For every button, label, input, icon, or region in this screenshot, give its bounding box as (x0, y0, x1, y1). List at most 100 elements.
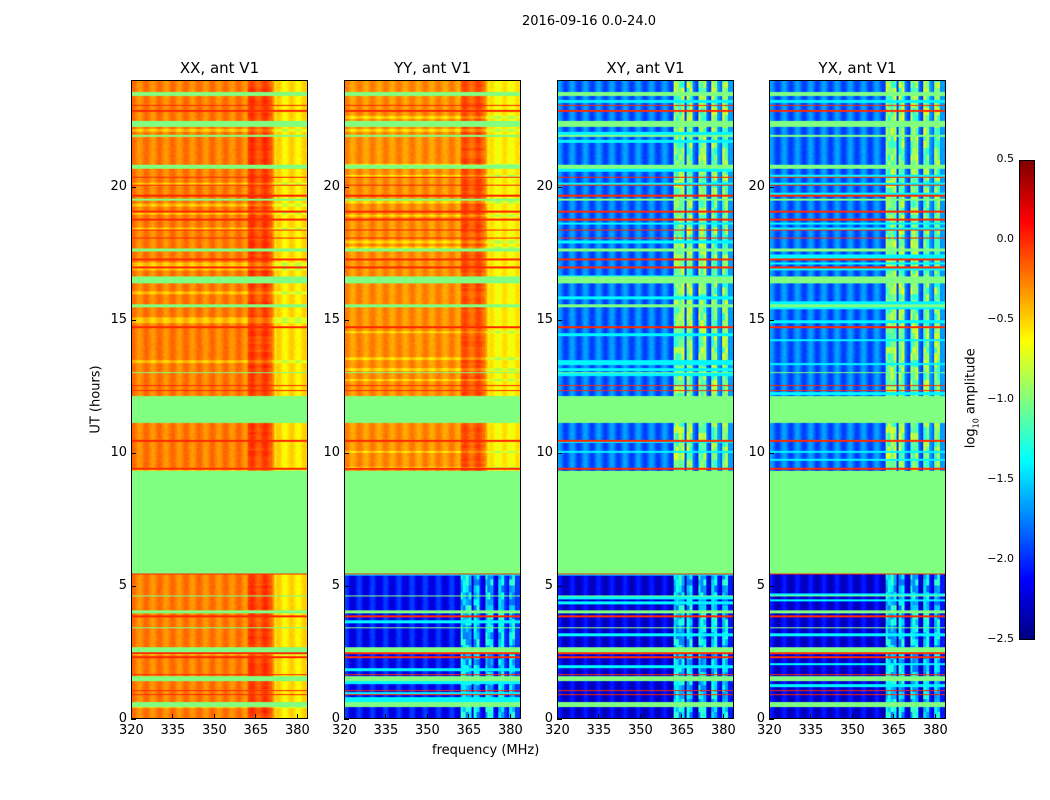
x-tick-mark (722, 714, 724, 719)
x-tick-mark (509, 714, 511, 719)
x-tick-mark (255, 714, 257, 719)
y-tick-mark (344, 186, 349, 188)
y-tick-label: 20 (323, 178, 340, 194)
colorbar-tick-label: −2.5 (987, 632, 1014, 645)
y-tick-mark (131, 585, 136, 587)
y-tick-mark (769, 186, 774, 188)
x-tick-label: 335 (798, 723, 824, 738)
x-tick-mark (639, 714, 641, 719)
x-tick-label: 365 (243, 723, 269, 738)
colorbar (1019, 160, 1035, 640)
y-tick-label: 10 (748, 444, 765, 460)
x-tick-label: 380 (497, 723, 523, 738)
x-axis-label: frequency (MHz) (432, 743, 540, 758)
x-tick-label: 335 (160, 723, 186, 738)
x-tick-mark (598, 714, 600, 719)
x-tick-mark (810, 714, 812, 719)
heatmap-cells (558, 81, 733, 718)
x-tick-label: 350 (201, 723, 227, 738)
figure-title: 2016-09-16 0.0-24.0 (522, 14, 656, 29)
colorbar-tick-label: 0.5 (996, 152, 1015, 165)
colorbar-label: log10 amplitude (963, 348, 981, 449)
x-tick-mark (934, 714, 936, 719)
heatmap-cells (345, 81, 520, 718)
x-tick-label: 380 (922, 723, 948, 738)
waterfall-panel-3 (557, 80, 734, 719)
x-tick-label: 380 (710, 723, 736, 738)
y-tick-label: 15 (323, 311, 340, 327)
x-tick-mark (344, 714, 345, 719)
y-tick-label: 5 (756, 577, 765, 593)
heatmap-cells (770, 81, 945, 718)
x-tick-label: 335 (586, 723, 612, 738)
y-tick-mark (557, 585, 562, 587)
y-tick-label: 10 (110, 444, 127, 460)
x-tick-mark (172, 714, 174, 719)
x-tick-mark (385, 714, 387, 719)
y-tick-mark (131, 452, 136, 454)
y-tick-mark (344, 452, 349, 454)
colorbar-tick-label: −1.0 (987, 392, 1014, 405)
panel-title: YY, ant V1 (393, 59, 471, 77)
y-tick-mark (769, 585, 774, 587)
y-tick-mark (769, 452, 774, 454)
y-tick-mark (131, 186, 136, 188)
y-tick-label: 10 (536, 444, 553, 460)
y-tick-mark (557, 319, 562, 321)
x-tick-mark (557, 714, 558, 719)
y-tick-label: 10 (323, 444, 340, 460)
colorbar-tick-label: −1.5 (987, 472, 1014, 485)
x-tick-mark (296, 714, 298, 719)
x-tick-mark (681, 714, 683, 719)
x-tick-label: 320 (332, 723, 357, 738)
y-tick-label: 0 (756, 711, 765, 726)
y-tick-label: 20 (748, 178, 765, 194)
x-tick-label: 335 (373, 723, 399, 738)
y-tick-label: 15 (110, 311, 127, 327)
heatmap-cells (132, 81, 307, 718)
x-tick-label: 350 (839, 723, 865, 738)
x-tick-label: 320 (757, 723, 782, 738)
y-tick-mark (557, 452, 562, 454)
x-tick-label: 365 (881, 723, 907, 738)
x-tick-label: 320 (545, 723, 570, 738)
y-tick-label: 5 (118, 577, 127, 593)
colorbar-tick-label: −2.0 (987, 552, 1014, 565)
y-tick-mark (557, 186, 562, 188)
y-tick-mark (769, 319, 774, 321)
colorbar-tick-label: −0.5 (987, 312, 1014, 325)
y-tick-label: 20 (110, 178, 127, 194)
x-tick-label: 365 (456, 723, 482, 738)
y-tick-mark (344, 319, 349, 321)
panel-title: YX, ant V1 (818, 59, 897, 77)
panel-title: XY, ant V1 (606, 59, 685, 77)
y-tick-mark (557, 719, 562, 720)
y-tick-label: 0 (544, 711, 553, 726)
y-tick-mark (769, 719, 774, 720)
x-tick-mark (893, 714, 895, 719)
x-tick-mark (769, 714, 770, 719)
waterfall-panel-2 (344, 80, 521, 719)
x-tick-mark (851, 714, 853, 719)
y-tick-mark (131, 319, 136, 321)
waterfall-panel-1 (131, 80, 308, 719)
y-axis-label: UT (hours) (88, 365, 104, 434)
y-tick-label: 15 (536, 311, 553, 327)
x-tick-label: 350 (414, 723, 440, 738)
x-tick-label: 350 (627, 723, 653, 738)
x-tick-label: 320 (119, 723, 144, 738)
y-tick-mark (344, 585, 349, 587)
y-tick-mark (131, 719, 136, 720)
y-tick-label: 5 (544, 577, 553, 593)
y-tick-mark (344, 719, 349, 720)
x-tick-mark (131, 714, 132, 719)
x-tick-label: 380 (284, 723, 310, 738)
x-tick-label: 365 (669, 723, 695, 738)
x-tick-mark (426, 714, 428, 719)
panel-title: XX, ant V1 (179, 59, 260, 77)
y-tick-label: 5 (331, 577, 340, 593)
x-tick-mark (213, 714, 215, 719)
colorbar-tick-label: 0.0 (996, 232, 1015, 245)
y-tick-label: 0 (118, 711, 127, 726)
